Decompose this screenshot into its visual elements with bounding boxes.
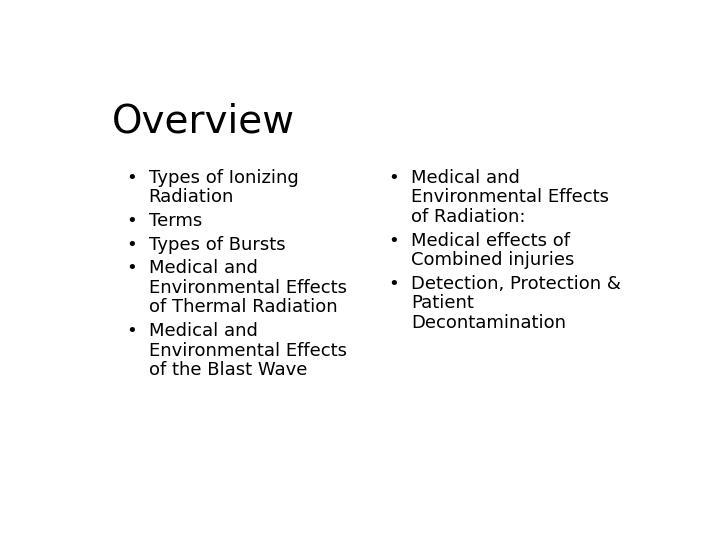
Text: Patient: Patient bbox=[411, 294, 474, 312]
Text: Medical and: Medical and bbox=[411, 168, 520, 187]
Text: Overview: Overview bbox=[112, 102, 295, 140]
Text: •: • bbox=[127, 235, 138, 254]
Text: Detection, Protection &: Detection, Protection & bbox=[411, 275, 621, 293]
Text: Environmental Effects: Environmental Effects bbox=[148, 342, 346, 360]
Text: Environmental Effects: Environmental Effects bbox=[411, 188, 609, 206]
Text: Medical and: Medical and bbox=[148, 259, 258, 278]
Text: of Radiation:: of Radiation: bbox=[411, 208, 526, 226]
Text: Types of Ionizing: Types of Ionizing bbox=[148, 168, 298, 187]
Text: Environmental Effects: Environmental Effects bbox=[148, 279, 346, 297]
Text: of Thermal Radiation: of Thermal Radiation bbox=[148, 299, 337, 316]
Text: of the Blast Wave: of the Blast Wave bbox=[148, 361, 307, 379]
Text: Terms: Terms bbox=[148, 212, 202, 230]
Text: Types of Bursts: Types of Bursts bbox=[148, 235, 285, 254]
Text: Medical effects of: Medical effects of bbox=[411, 232, 570, 249]
Text: Combined injuries: Combined injuries bbox=[411, 251, 575, 269]
Text: •: • bbox=[127, 259, 138, 278]
Text: •: • bbox=[127, 322, 138, 340]
Text: Radiation: Radiation bbox=[148, 188, 234, 206]
Text: •: • bbox=[127, 168, 138, 187]
Text: •: • bbox=[389, 275, 400, 293]
Text: •: • bbox=[389, 168, 400, 187]
Text: •: • bbox=[127, 212, 138, 230]
Text: •: • bbox=[389, 232, 400, 249]
Text: Medical and: Medical and bbox=[148, 322, 258, 340]
Text: Decontamination: Decontamination bbox=[411, 314, 566, 332]
